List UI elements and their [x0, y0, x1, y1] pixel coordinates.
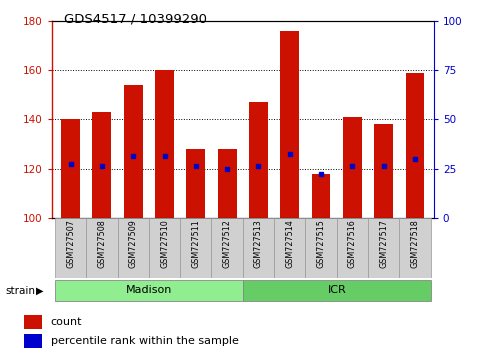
Text: GDS4517 / 10399290: GDS4517 / 10399290 — [64, 12, 207, 25]
Bar — [24, 315, 42, 329]
Text: GSM727518: GSM727518 — [411, 219, 420, 268]
FancyBboxPatch shape — [117, 218, 149, 278]
FancyBboxPatch shape — [368, 218, 399, 278]
Bar — [186, 149, 205, 218]
FancyBboxPatch shape — [306, 218, 337, 278]
FancyBboxPatch shape — [274, 218, 306, 278]
Bar — [249, 102, 268, 218]
Bar — [24, 334, 42, 348]
Text: GSM727515: GSM727515 — [317, 219, 325, 268]
FancyBboxPatch shape — [399, 218, 431, 278]
Text: strain: strain — [6, 286, 36, 296]
Text: GSM727514: GSM727514 — [285, 219, 294, 268]
Bar — [61, 119, 80, 218]
FancyBboxPatch shape — [211, 218, 243, 278]
FancyBboxPatch shape — [243, 280, 431, 302]
Text: GSM727512: GSM727512 — [223, 219, 232, 268]
Bar — [281, 31, 299, 218]
Bar — [124, 85, 142, 218]
FancyBboxPatch shape — [55, 280, 243, 302]
FancyBboxPatch shape — [337, 218, 368, 278]
Text: percentile rank within the sample: percentile rank within the sample — [51, 336, 239, 346]
Text: GSM727510: GSM727510 — [160, 219, 169, 268]
Bar — [155, 70, 174, 218]
FancyBboxPatch shape — [149, 218, 180, 278]
Bar — [312, 173, 330, 218]
Text: count: count — [51, 317, 82, 327]
Text: GSM727509: GSM727509 — [129, 219, 138, 268]
FancyBboxPatch shape — [55, 218, 86, 278]
FancyBboxPatch shape — [243, 218, 274, 278]
Text: GSM727516: GSM727516 — [348, 219, 357, 268]
Bar — [93, 112, 111, 218]
Bar — [374, 124, 393, 218]
Text: GSM727511: GSM727511 — [191, 219, 200, 268]
Bar — [218, 149, 237, 218]
Text: Madison: Madison — [126, 285, 172, 295]
Text: GSM727517: GSM727517 — [379, 219, 388, 268]
Bar — [343, 117, 362, 218]
Text: GSM727513: GSM727513 — [254, 219, 263, 268]
Text: GSM727508: GSM727508 — [98, 219, 106, 268]
Text: ▶: ▶ — [35, 286, 43, 296]
Bar — [406, 73, 424, 218]
FancyBboxPatch shape — [180, 218, 211, 278]
Text: GSM727507: GSM727507 — [66, 219, 75, 268]
FancyBboxPatch shape — [86, 218, 117, 278]
Text: ICR: ICR — [327, 285, 346, 295]
